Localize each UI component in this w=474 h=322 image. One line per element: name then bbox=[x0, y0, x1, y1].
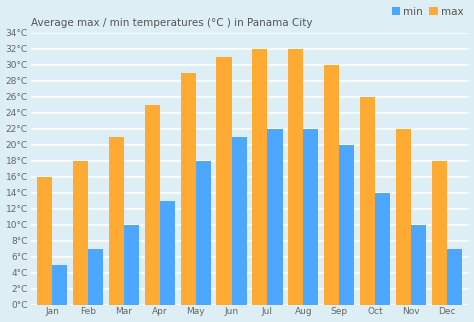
Bar bbox=[267, 128, 283, 305]
Bar bbox=[288, 49, 303, 305]
Bar bbox=[124, 225, 139, 305]
Bar bbox=[339, 145, 354, 305]
Bar bbox=[196, 161, 211, 305]
Bar bbox=[447, 249, 462, 305]
Bar bbox=[360, 97, 375, 305]
Bar bbox=[324, 65, 339, 305]
Text: Average max / min temperatures (°C ) in Panama City: Average max / min temperatures (°C ) in … bbox=[31, 18, 312, 28]
Bar bbox=[375, 193, 390, 305]
Bar bbox=[411, 225, 426, 305]
Bar bbox=[52, 265, 67, 305]
Bar bbox=[232, 137, 246, 305]
Bar bbox=[145, 105, 160, 305]
Bar bbox=[217, 57, 232, 305]
Bar bbox=[396, 128, 411, 305]
Bar bbox=[109, 137, 124, 305]
Bar bbox=[73, 161, 88, 305]
Bar bbox=[88, 249, 103, 305]
Legend: min, max: min, max bbox=[388, 3, 468, 21]
Bar bbox=[303, 128, 319, 305]
Bar bbox=[160, 201, 175, 305]
Bar bbox=[181, 72, 196, 305]
Bar bbox=[432, 161, 447, 305]
Bar bbox=[252, 49, 267, 305]
Bar bbox=[37, 177, 52, 305]
